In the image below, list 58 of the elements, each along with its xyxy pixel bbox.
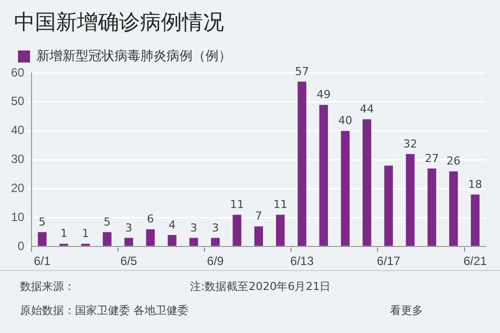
bar: [232, 214, 242, 246]
bar: [276, 214, 285, 246]
data-label: 27: [424, 152, 439, 165]
bar: [124, 238, 134, 246]
data-label: 4: [168, 218, 176, 232]
data-label: 1: [60, 227, 68, 240]
bar: [362, 119, 372, 246]
data-label: 18: [468, 178, 482, 191]
y-tick-label: 20: [10, 181, 25, 196]
x-tick-label: 6/9: [207, 254, 224, 268]
y-tick-label: 50: [10, 94, 25, 108]
bar: [102, 232, 112, 246]
data-label: 11: [273, 198, 288, 212]
y-tick-label: 10: [10, 210, 25, 224]
data-label: 49: [316, 88, 331, 102]
y-tick-label: 0: [18, 238, 25, 253]
data-label: 7: [255, 210, 262, 223]
x-tick-label: 6/17: [376, 254, 401, 268]
x-tick-label: 6/13: [290, 254, 314, 268]
data-label: 5: [38, 215, 46, 228]
bar: [470, 194, 480, 246]
bar: [146, 229, 155, 246]
data-label: 3: [212, 221, 219, 234]
bar: [189, 238, 198, 246]
data-label: 40: [338, 114, 352, 128]
bar: [340, 130, 350, 246]
bar: [168, 235, 176, 246]
bar: [319, 104, 328, 246]
bar: [298, 82, 306, 246]
data-label: 11: [230, 198, 244, 212]
text: 原始数据：国家卫健委 各地卫健委: [20, 303, 188, 318]
data-label: 26: [446, 154, 461, 168]
bar: [254, 226, 264, 246]
bar: [384, 166, 393, 246]
bar: [428, 168, 436, 246]
text: 看更多: [390, 303, 423, 318]
data-label: 3: [125, 221, 132, 234]
y-tick-label: 40: [10, 123, 25, 138]
bar: [449, 171, 458, 246]
x-tick-label: 6/21: [463, 254, 488, 268]
y-tick-label: 30: [10, 152, 25, 166]
source-note: 数据来源：: [20, 279, 75, 294]
bar: [38, 232, 47, 246]
bar: [406, 154, 415, 246]
x-tick-label: 6/5: [120, 254, 138, 268]
data-label: 1: [82, 227, 89, 240]
data-label: 32: [403, 137, 418, 150]
chart-title: 中国新增确诊病例情况: [14, 9, 224, 36]
data-label: 5: [104, 215, 111, 228]
data-label: 44: [360, 102, 374, 116]
data-label: 3: [190, 221, 198, 234]
bar: [211, 238, 220, 246]
x-tick-label: 6/1: [34, 254, 51, 268]
data-label: 57: [294, 65, 309, 78]
data-label: 6: [146, 212, 154, 226]
text: 注:数据截至2020年6月21日: [190, 279, 331, 294]
legend-label: 新增新型冠状病毒肺炎病例（例）: [36, 48, 232, 64]
y-tick-label: 60: [10, 65, 25, 80]
